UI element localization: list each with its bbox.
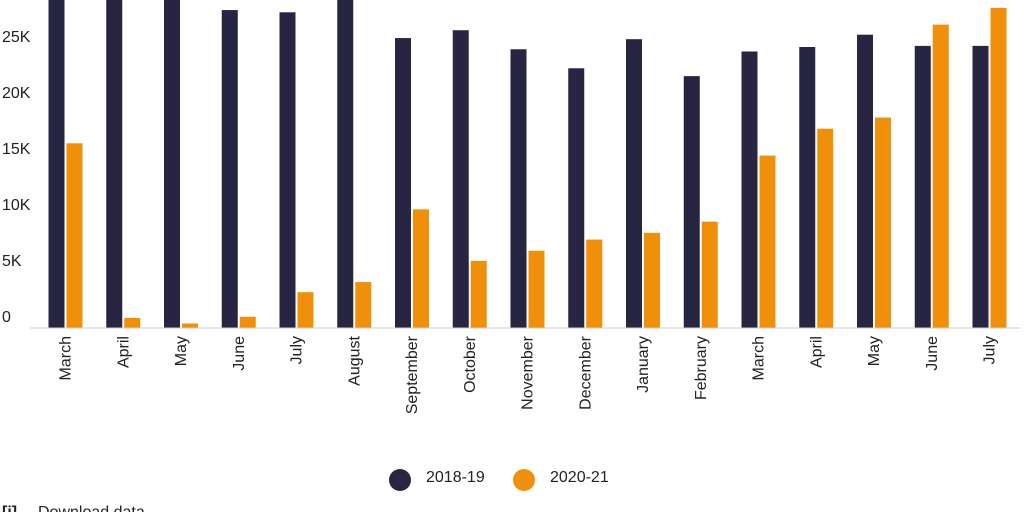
x-tick-label: May — [866, 336, 883, 366]
y-tick-label: 20K — [2, 85, 31, 102]
x-tick-label: March — [751, 336, 768, 380]
bar — [741, 51, 758, 329]
bar — [182, 323, 198, 328]
footer-link[interactable]: Download data — [38, 504, 145, 512]
x-tick-label: June — [231, 336, 248, 371]
legend-label: 2018-19 — [426, 469, 485, 486]
bar — [452, 30, 469, 329]
x-tick-label: September — [404, 335, 421, 414]
bar — [395, 38, 411, 328]
bar — [626, 39, 642, 329]
x-tick-label: July — [982, 336, 999, 364]
x-tick-label: October — [462, 335, 479, 393]
bar — [48, 0, 65, 328]
bar — [914, 45, 931, 328]
x-tick-label: December — [577, 335, 594, 409]
bar — [221, 10, 238, 329]
bar — [470, 260, 487, 328]
bar — [759, 155, 776, 328]
y-tick-label: 0 — [2, 309, 11, 326]
bar — [972, 45, 989, 328]
x-tick-label: April — [115, 336, 132, 368]
bar — [297, 292, 314, 328]
bar — [990, 7, 1007, 328]
y-tick-label: 25K — [2, 29, 31, 46]
bar — [279, 12, 296, 328]
bar — [817, 128, 834, 328]
bar — [586, 239, 603, 328]
x-tick-label: November — [520, 335, 537, 409]
bar — [701, 221, 718, 328]
bar — [683, 76, 700, 328]
bar — [799, 47, 816, 329]
bar — [510, 49, 527, 328]
bar — [857, 34, 873, 329]
bar — [568, 68, 585, 329]
bar — [413, 209, 429, 328]
bar — [124, 317, 141, 328]
x-tick-label: June — [924, 336, 941, 371]
x-tick-label: April — [808, 336, 825, 368]
legend-swatch — [389, 469, 411, 491]
bar — [239, 316, 256, 328]
info-icon: [i] — [2, 504, 17, 512]
legend-swatch — [513, 469, 535, 491]
x-tick-label: August — [346, 335, 363, 385]
bar — [355, 282, 372, 328]
y-tick-label: 10K — [2, 197, 31, 214]
x-tick-label: March — [58, 336, 75, 380]
legend-label: 2020-21 — [550, 469, 609, 486]
bar — [66, 143, 83, 328]
x-tick-label: January — [635, 336, 652, 393]
y-tick-label: 15K — [2, 141, 31, 158]
bar — [164, 0, 180, 328]
bar — [528, 250, 545, 328]
bar — [337, 0, 354, 328]
bar — [932, 24, 949, 328]
bar — [875, 117, 891, 328]
x-tick-label: February — [693, 336, 710, 400]
bar — [106, 0, 123, 328]
bar — [644, 232, 660, 328]
x-tick-label: May — [173, 336, 190, 366]
y-tick-label: 5K — [2, 253, 22, 270]
x-tick-label: July — [289, 336, 306, 364]
